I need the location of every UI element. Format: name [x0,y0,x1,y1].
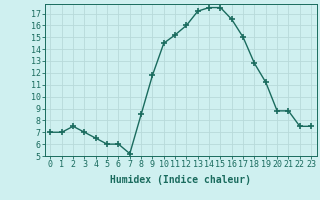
X-axis label: Humidex (Indice chaleur): Humidex (Indice chaleur) [110,175,251,185]
